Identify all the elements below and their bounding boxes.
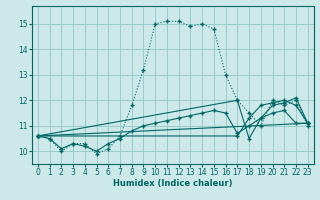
X-axis label: Humidex (Indice chaleur): Humidex (Indice chaleur) <box>113 179 233 188</box>
